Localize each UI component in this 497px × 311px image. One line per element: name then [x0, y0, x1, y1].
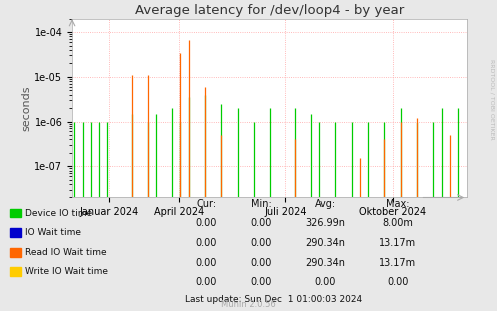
Text: Avg:: Avg:: [315, 199, 336, 209]
Title: Average latency for /dev/loop4 - by year: Average latency for /dev/loop4 - by year: [135, 4, 404, 17]
Text: IO Wait time: IO Wait time: [25, 228, 81, 237]
Text: RRDTOOL / TOBI OETIKER: RRDTOOL / TOBI OETIKER: [490, 59, 495, 140]
Text: 0.00: 0.00: [250, 258, 272, 267]
Text: 8.00m: 8.00m: [382, 218, 413, 228]
Text: 0.00: 0.00: [195, 238, 217, 248]
Text: 0.00: 0.00: [250, 277, 272, 287]
Text: Write IO Wait time: Write IO Wait time: [25, 267, 108, 276]
Text: Max:: Max:: [386, 199, 410, 209]
Text: Min:: Min:: [250, 199, 271, 209]
Text: 0.00: 0.00: [195, 218, 217, 228]
Text: 0.00: 0.00: [195, 258, 217, 267]
Text: 13.17m: 13.17m: [379, 258, 416, 267]
Y-axis label: seconds: seconds: [21, 85, 32, 131]
Text: 0.00: 0.00: [250, 218, 272, 228]
Text: Last update: Sun Dec  1 01:00:03 2024: Last update: Sun Dec 1 01:00:03 2024: [185, 295, 362, 304]
Text: Cur:: Cur:: [196, 199, 216, 209]
Text: 326.99n: 326.99n: [306, 218, 345, 228]
Text: Munin 2.0.56: Munin 2.0.56: [221, 300, 276, 309]
Text: 290.34n: 290.34n: [306, 258, 345, 267]
Text: 13.17m: 13.17m: [379, 238, 416, 248]
Text: 290.34n: 290.34n: [306, 238, 345, 248]
Text: 0.00: 0.00: [250, 238, 272, 248]
Text: Device IO time: Device IO time: [25, 209, 92, 217]
Text: 0.00: 0.00: [315, 277, 336, 287]
Text: Read IO Wait time: Read IO Wait time: [25, 248, 106, 257]
Text: 0.00: 0.00: [387, 277, 409, 287]
Text: 0.00: 0.00: [195, 277, 217, 287]
